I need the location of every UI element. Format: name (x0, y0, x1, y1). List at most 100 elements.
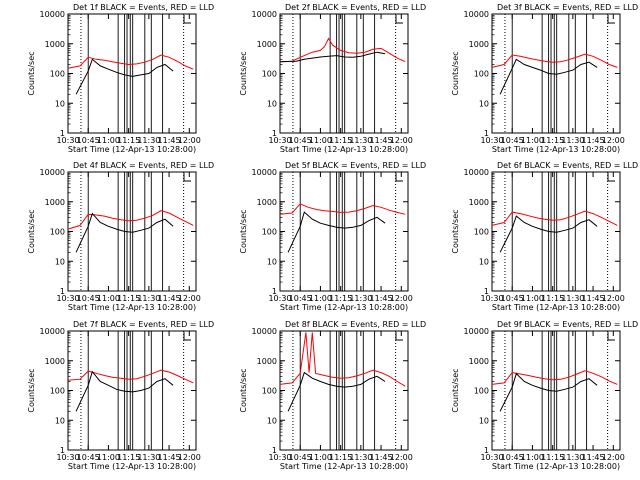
y-tick-label: 1000 (45, 198, 65, 207)
x-tick-label: 11:00 (309, 453, 332, 462)
corner-marker (395, 173, 403, 182)
series-lld (491, 53, 618, 68)
y-tick-label: 10000 (40, 327, 65, 336)
y-tick-label: 1 (60, 129, 65, 138)
y-tick-label: 100 (262, 228, 277, 237)
y-tick-label: 10 (479, 99, 489, 108)
chart-panel-4: Det 4f BLACK = Events, RED = LLD 1 10 100 10… (27, 161, 214, 312)
x-tick-label: 10:45 (77, 294, 100, 303)
y-tick-label: 1 (484, 287, 489, 296)
x-tick-label: 10:45 (77, 453, 100, 462)
y-tick-label: 1 (272, 287, 277, 296)
x-tick-label: 10:45 (289, 453, 312, 462)
y-axis-label: Counts/sec (27, 51, 36, 95)
x-tick-label: 10:30 (56, 453, 79, 462)
series-lld (279, 37, 406, 63)
x-tick-label: 11:15 (117, 294, 140, 303)
x-tick-label: 10:30 (480, 136, 503, 145)
series-lld (491, 210, 618, 226)
chart-panel-1: Det 1f BLACK = Events, RED = LLD 1 10 100 10… (27, 3, 214, 154)
plot-frame (67, 330, 197, 451)
plot-frame (491, 330, 621, 451)
y-tick-label: 1 (484, 129, 489, 138)
y-tick-label: 1000 (469, 198, 489, 207)
x-tick-label: 11:45 (158, 294, 181, 303)
x-tick-label: 12:00 (178, 294, 201, 303)
x-axis-label: Start Time (12-Apr-13 10:28:00) (280, 462, 408, 471)
x-axis-label: Start Time (12-Apr-13 10:28:00) (492, 145, 620, 154)
x-tick-label: 11:30 (561, 453, 584, 462)
y-tick-label: 10 (267, 416, 277, 425)
y-tick-label: 10 (267, 99, 277, 108)
y-tick-label: 100 (50, 387, 65, 396)
series-events (279, 51, 386, 63)
x-tick-label: 11:00 (521, 294, 544, 303)
y-axis-label: Counts/sec (451, 209, 460, 253)
panel-title: Det 2f BLACK = Events, RED = LLD (285, 3, 426, 12)
x-tick-label: 11:00 (97, 294, 120, 303)
x-axis-label: Start Time (12-Apr-13 10:28:00) (280, 303, 408, 312)
x-tick-label: 11:15 (117, 136, 140, 145)
x-tick-label: 11:45 (370, 136, 393, 145)
series-events (499, 58, 598, 95)
chart-panel-7: Det 7f BLACK = Events, RED = LLD 1 10 100 10… (27, 320, 214, 471)
x-tick-label: 11:00 (309, 294, 332, 303)
x-tick-label: 11:45 (158, 136, 181, 145)
x-tick-label: 10:30 (268, 453, 291, 462)
chart-panel-2: Det 2f BLACK = Events, RED = LLD 1 10 100 10… (239, 3, 426, 154)
x-tick-label: 11:15 (117, 453, 140, 462)
panel-title: Det 9f BLACK = Events, RED = LLD (497, 320, 638, 329)
x-tick-label: 10:30 (480, 294, 503, 303)
x-tick-label: 11:45 (582, 453, 605, 462)
panel-title: Det 5f BLACK = Events, RED = LLD (285, 161, 426, 170)
corner-marker (607, 173, 615, 182)
chart-panel-3: Det 3f BLACK = Events, RED = LLD 1 10 100 10… (451, 3, 638, 154)
y-tick-label: 10000 (464, 168, 489, 177)
x-tick-label: 11:45 (370, 453, 393, 462)
y-tick-label: 1 (60, 287, 65, 296)
y-tick-label: 1000 (257, 357, 277, 366)
x-tick-label: 11:30 (137, 294, 160, 303)
x-tick-label: 12:00 (602, 453, 625, 462)
x-tick-label: 11:15 (329, 453, 352, 462)
y-tick-label: 1 (272, 446, 277, 455)
corner-marker (607, 332, 615, 341)
corner-marker (395, 15, 403, 24)
x-tick-label: 11:00 (521, 453, 544, 462)
x-tick-label: 11:30 (349, 453, 372, 462)
y-tick-label: 10 (479, 416, 489, 425)
y-tick-label: 100 (50, 70, 65, 79)
x-tick-label: 12:00 (390, 136, 413, 145)
series-events (499, 372, 598, 412)
y-tick-label: 100 (474, 70, 489, 79)
series-events (287, 211, 386, 253)
y-tick-label: 100 (262, 387, 277, 396)
y-axis-label: Counts/sec (239, 209, 248, 253)
plot-frame (279, 171, 409, 292)
chart-panel-8: Det 8f BLACK = Events, RED = LLD 1 10 100 10… (239, 320, 426, 471)
x-axis-label: Start Time (12-Apr-13 10:28:00) (68, 462, 196, 471)
x-tick-label: 11:00 (97, 136, 120, 145)
x-tick-label: 10:30 (56, 136, 79, 145)
x-tick-label: 11:15 (541, 294, 564, 303)
y-tick-label: 10000 (464, 10, 489, 19)
x-tick-label: 11:00 (97, 453, 120, 462)
x-tick-label: 12:00 (390, 453, 413, 462)
x-tick-label: 11:15 (541, 136, 564, 145)
series-events (75, 212, 174, 253)
x-tick-label: 10:45 (77, 136, 100, 145)
panel-title: Det 3f BLACK = Events, RED = LLD (497, 3, 638, 12)
y-tick-label: 1000 (257, 198, 277, 207)
series-events (499, 215, 598, 253)
y-tick-label: 10000 (252, 10, 277, 19)
x-tick-label: 10:45 (501, 136, 524, 145)
panel-title: Det 6f BLACK = Events, RED = LLD (497, 161, 638, 170)
x-axis-label: Start Time (12-Apr-13 10:28:00) (68, 303, 196, 312)
x-tick-label: 10:45 (501, 294, 524, 303)
x-tick-label: 10:30 (56, 294, 79, 303)
x-tick-label: 11:00 (309, 136, 332, 145)
y-tick-label: 1 (484, 446, 489, 455)
x-tick-label: 11:00 (521, 136, 544, 145)
y-tick-label: 1000 (45, 357, 65, 366)
corner-marker (395, 332, 403, 341)
